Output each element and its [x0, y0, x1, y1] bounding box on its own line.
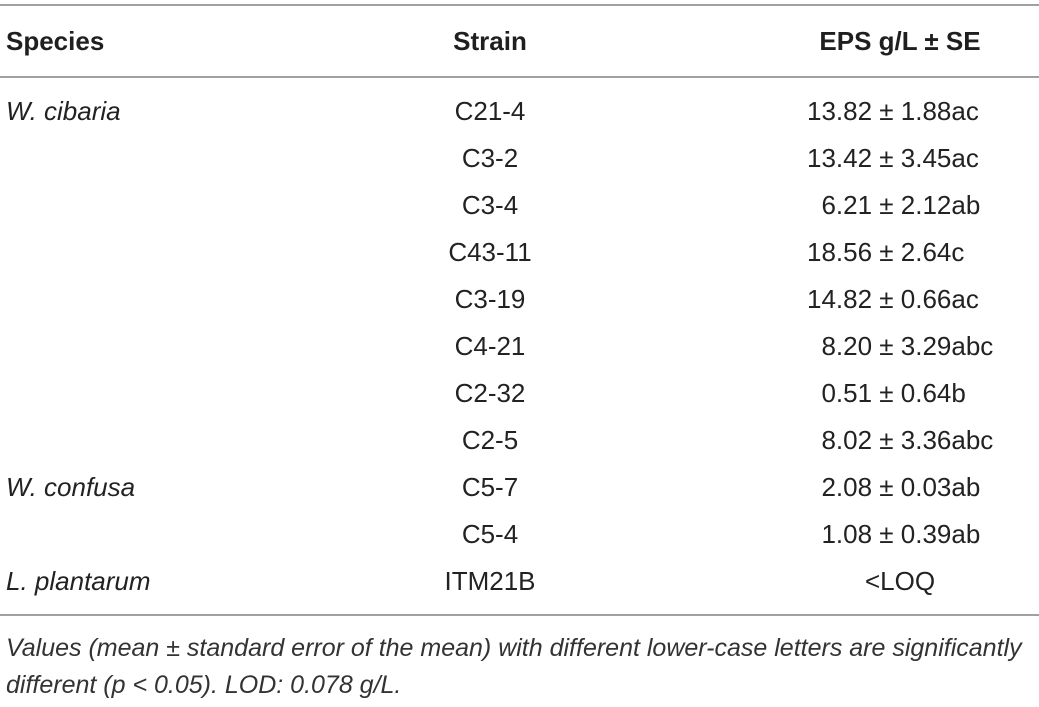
eps-cell: <LOQ	[864, 566, 936, 596]
eps-cell: 8.20 ± 3.29abc	[807, 331, 994, 361]
header-strain: Strain	[453, 26, 527, 56]
table-footnote: Values (mean ± standard error of the mea…	[6, 634, 1022, 699]
strain-cell: C3-2	[461, 143, 519, 173]
table-row: C3-19 14.82 ± 0.66ac	[0, 276, 1039, 323]
table-row: C4-21 8.20 ± 3.29abc	[0, 323, 1039, 370]
table-row: C2-32 0.51 ± 0.64b	[0, 370, 1039, 417]
eps-cell: 1.08 ± 0.39ab	[807, 519, 981, 549]
strain-cell: C3-4	[461, 190, 519, 220]
strain-cell: C3-19	[454, 284, 526, 314]
strain-cell: ITM21B	[444, 566, 536, 596]
table-row: C43-11 18.56 ± 2.64c	[0, 229, 1039, 276]
table-bottom-rule	[0, 614, 1039, 616]
table-row: W. cibaria C21-4 13.82 ± 1.88ac	[0, 88, 1039, 135]
table-top-rule	[0, 4, 1039, 6]
eps-cell: 18.56 ± 2.64c	[807, 237, 965, 267]
eps-cell: 2.08 ± 0.03ab	[807, 472, 981, 502]
strain-cell: C2-32	[454, 378, 526, 408]
eps-cell: 13.42 ± 3.45ac	[807, 143, 979, 173]
table-header-rule	[0, 76, 1039, 78]
eps-cell: 0.51 ± 0.64b	[807, 378, 966, 408]
table-row: C3-4 6.21 ± 2.12ab	[0, 182, 1039, 229]
strain-cell: C21-4	[454, 96, 526, 126]
eps-cell: 8.02 ± 3.36abc	[807, 425, 994, 455]
header-species: Species	[6, 26, 105, 56]
table-row: C2-5 8.02 ± 3.36abc	[0, 417, 1039, 464]
eps-cell: 13.82 ± 1.88ac	[807, 96, 979, 126]
species-cell: W. cibaria	[6, 96, 121, 126]
strain-cell: C2-5	[461, 425, 519, 455]
eps-cell: 6.21 ± 2.12ab	[807, 190, 981, 220]
species-cell: L. plantarum	[6, 566, 151, 596]
header-eps: EPS g/L ± SE	[819, 26, 981, 56]
eps-cell: 14.82 ± 0.66ac	[807, 284, 979, 314]
table-header-row: Species Strain EPS g/L ± SE	[0, 18, 1039, 65]
table-row: C5-4 1.08 ± 0.39ab	[0, 511, 1039, 558]
strain-cell: C5-7	[461, 472, 519, 502]
table-row: W. confusa C5-7 2.08 ± 0.03ab	[0, 464, 1039, 511]
strain-cell: C5-4	[461, 519, 519, 549]
strain-cell: C43-11	[448, 237, 532, 267]
strain-cell: C4-21	[454, 331, 526, 361]
table-row: L. plantarum ITM21B <LOQ	[0, 558, 1039, 605]
species-cell: W. confusa	[6, 472, 136, 502]
table-row: C3-2 13.42 ± 3.45ac	[0, 135, 1039, 182]
